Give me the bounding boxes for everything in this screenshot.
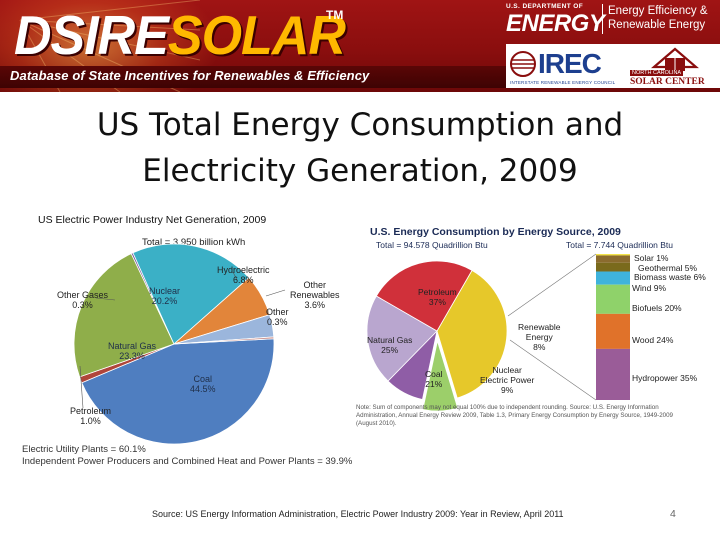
tagline: Database of State Incentives for Renewab…: [10, 68, 370, 83]
ncsc-logo[interactable]: SOLAR CENTER: [630, 77, 705, 87]
bar-label-wood: Wood 24%: [632, 335, 674, 345]
ncsc-state-label: NORTH CAROLINA: [630, 70, 684, 76]
label-petroleum-37-name: Petroleum: [418, 287, 457, 297]
left-chart-title: US Electric Power Industry Net Generatio…: [38, 214, 267, 226]
consumption-slice-natural-gas: [375, 260, 473, 332]
label-coal: Coal 44.5%: [190, 374, 216, 394]
label-natural-gas-pct: 23.3%: [119, 351, 145, 361]
right-chart-total: Total = 94.578 Quadrillion Btu: [376, 240, 488, 250]
generation-slice-other: [173, 336, 275, 345]
leader-line-other-gases: [95, 297, 116, 301]
label-other-name: Other: [266, 307, 289, 317]
bar-label-wind: Wind 9%: [632, 283, 667, 293]
irec-globe-icon: [510, 51, 536, 77]
doe-office-name: Energy Efficiency & Renewable Energy: [608, 4, 708, 32]
irec-logo[interactable]: IREC: [538, 48, 602, 79]
label-nuclear-electric-pct: 9%: [501, 385, 514, 395]
leader-line-other-renewables: [265, 289, 286, 297]
label-other-gases-name: Other Gases: [57, 290, 109, 300]
label-natural-gas-25: Natural Gas 25%: [367, 335, 412, 355]
label-other-renewables: Other Renewables 3.6%: [290, 280, 340, 310]
consumption-slice-petroleum: [436, 269, 508, 399]
bar-label-biofuels: Biofuels 20%: [632, 303, 682, 313]
label-other-pct: 0.3%: [267, 317, 288, 327]
label-petroleum: Petroleum 1.0%: [70, 406, 111, 426]
label-petroleum-37: Petroleum 37%: [418, 287, 457, 307]
label-coal-pct: 44.5%: [190, 384, 216, 394]
renewable-bar-hydropower: [596, 348, 630, 400]
label-petroleum-name: Petroleum: [70, 406, 112, 416]
label-coal-name: Coal: [193, 374, 213, 384]
label-other-gases: Other Gases 0.3%: [57, 290, 108, 310]
label-natural-gas-25-pct: 25%: [381, 345, 399, 355]
footnote-electric-utility: Electric Utility Plants = 60.1%: [22, 444, 146, 455]
label-coal-21: Coal 21%: [425, 369, 442, 389]
renewable-bar-wood: [596, 313, 630, 349]
renewable-bar-biofuels: [596, 284, 630, 314]
logo-part-solar: SOLAR: [167, 5, 346, 67]
renewable-bar-solar: [596, 254, 630, 256]
logo-part-dsire: DSIRE: [14, 5, 169, 67]
leader-line-petroleum: [79, 365, 84, 409]
label-nuclear-name: Nuclear: [149, 286, 181, 296]
bar-label-biomass: Biomass waste 6%: [634, 272, 706, 282]
trademark-mark: TM: [326, 8, 344, 22]
left-chart-total: Total = 3,950 billion kWh: [142, 237, 246, 248]
label-other-renewables-pct: 3.6%: [304, 300, 326, 310]
chart-note: Note: Sum of components may not equal 10…: [356, 404, 673, 427]
label-hydroelectric-name: Hydroelectric: [217, 265, 270, 275]
label-nuclear-electric: Nuclear Electric Power 9%: [480, 365, 535, 395]
right-chart-title: U.S. Energy Consumption by Energy Source…: [370, 226, 621, 238]
bar-label-geothermal: Geothermal 5%: [638, 263, 698, 273]
renewable-bar-geothermal: [596, 255, 630, 263]
consumption-slice-renewable-energy: [422, 340, 459, 412]
label-nuclear-pct: 20.2%: [151, 296, 178, 306]
label-renewable-energy: Renewable Energy 8%: [518, 322, 561, 352]
label-natural-gas-name: Natural Gas: [108, 341, 157, 351]
generation-slice-coal: [81, 338, 275, 445]
solar-house-icon: [651, 47, 699, 71]
doe-energy-logo[interactable]: ENERGY: [506, 10, 605, 37]
page-number: 4: [670, 508, 676, 520]
label-petroleum-37-pct: 37%: [428, 297, 446, 307]
header-banner: DSIRESOLAR TM Database of State Incentiv…: [0, 0, 720, 92]
bar-label-solar: Solar 1%: [634, 253, 669, 263]
title-line-1: US Total Energy Consumption and: [96, 107, 624, 143]
doe-divider: [602, 4, 603, 34]
generation-slice-natural-gas: [73, 253, 175, 378]
renewable-total: Total = 7.744 Quadrillion Btu: [566, 240, 674, 250]
dsiresolar-logo[interactable]: DSIRESOLAR: [14, 5, 346, 68]
generation-slice-nuclear: [132, 243, 250, 345]
label-coal-21-pct: 21%: [425, 379, 443, 389]
label-nuclear: Nuclear 20.2%: [149, 286, 180, 306]
irec-subtitle: INTERSTATE RENEWABLE ENERGY COUNCIL: [510, 80, 616, 85]
label-renewable-energy-pct: 8%: [533, 342, 546, 352]
footnote-independent-producers: Independent Power Producers and Combined…: [22, 456, 353, 467]
doe-office-line-1: Energy Efficiency &: [608, 5, 708, 17]
consumption-slice-coal: [366, 295, 438, 382]
renewable-bar-wind: [596, 271, 630, 285]
label-other: Other 0.3%: [266, 307, 289, 327]
renewable-bar-biomass-waste: [596, 262, 630, 272]
slide-title: US Total Energy Consumption and Electric…: [0, 102, 720, 194]
label-coal-21-name: Coal: [425, 369, 443, 379]
bar-connector-line-2: [509, 339, 597, 401]
label-other-gases-pct: 0.3%: [72, 300, 93, 310]
title-line-2: Electricity Generation, 2009: [142, 153, 578, 189]
label-natural-gas: Natural Gas 23.3%: [108, 341, 156, 361]
leader-line-hydro: [232, 271, 238, 281]
doe-department-label: U.S. DEPARTMENT OF: [506, 3, 584, 10]
doe-office-line-2: Renewable Energy: [608, 19, 706, 31]
bar-connector-line-1: [507, 253, 597, 317]
bar-label-hydropower: Hydropower 35%: [632, 373, 698, 383]
source-citation: Source: US Energy Information Administra…: [152, 509, 564, 519]
label-natural-gas-25-name: Natural Gas: [367, 335, 413, 345]
label-hydroelectric-pct: 6.8%: [233, 275, 254, 285]
label-petroleum-pct: 1.0%: [80, 416, 101, 426]
label-hydroelectric: Hydroelectric 6.8%: [217, 265, 270, 285]
